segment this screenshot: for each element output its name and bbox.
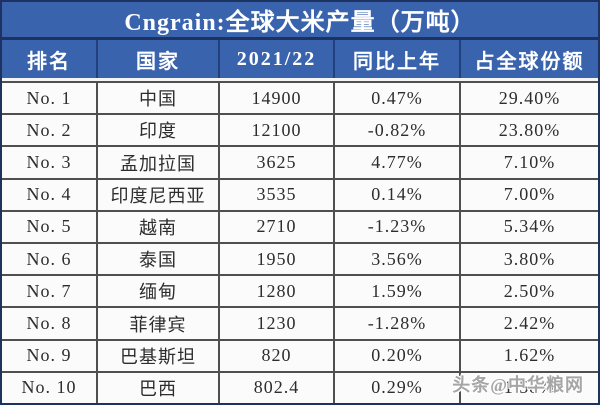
table-row: No. 2 印度 12100 -0.82% 23.80%: [2, 113, 598, 146]
cell-production: 1950: [220, 244, 335, 275]
cell-share: 2.42%: [503, 313, 556, 334]
cell-country: 孟加拉国: [98, 147, 220, 178]
cell-production: 12100: [220, 115, 335, 146]
cell-country: 巴基斯坦: [98, 340, 220, 371]
cell-rank: No. 4: [2, 179, 98, 210]
cell-country: 中国: [98, 83, 220, 114]
cell-production: 1230: [220, 308, 335, 339]
cell-rank: No. 6: [2, 244, 98, 275]
cell-production: 1280: [220, 276, 335, 307]
cell-country: 印度: [98, 115, 220, 146]
column-header-country: 国家: [98, 40, 220, 78]
table-title: Cngrain:全球大米产量（万吨）: [2, 2, 598, 40]
cell-share: 29.40%: [498, 87, 561, 108]
cell-country: 缅甸: [98, 276, 220, 307]
cell-share: 2.50%: [503, 280, 556, 301]
cell-country: 巴西: [98, 372, 220, 404]
table-row: No. 5 越南 2710 -1.23% 5.34%: [2, 209, 598, 243]
cell-yoy: -0.82%: [335, 115, 461, 146]
column-header-rank: 排名: [2, 40, 98, 78]
cell-yoy: 0.14%: [335, 179, 461, 210]
table-row: No. 8 菲律宾 1230 -1.28% 2.42%: [2, 306, 598, 339]
cell-share: 5.34%: [503, 216, 556, 237]
table-header-row: 排名 国家 2021/22 同比上年 占全球份额: [2, 40, 598, 81]
cell-share: 7.10%: [503, 152, 556, 172]
cell-production: 820: [220, 340, 335, 371]
cell-production: 802.4: [220, 372, 335, 404]
cell-production: 3535: [220, 179, 335, 210]
cell-yoy: -1.28%: [335, 308, 461, 339]
table-row: No. 7 缅甸 1280 1.59% 2.50%: [2, 274, 598, 307]
cell-yoy: 1.59%: [335, 276, 461, 307]
cell-yoy: 3.56%: [335, 244, 461, 275]
table-row: No. 9 巴基斯坦 820 0.20% 1.62%: [2, 338, 598, 371]
cell-rank: No. 8: [2, 308, 98, 339]
cell-rank: No. 7: [2, 276, 98, 307]
table-body: No. 1 中国 14900 0.47% 29.40% No. 2 印度 121…: [2, 81, 598, 404]
cell-country: 印度尼西亚: [98, 179, 220, 210]
table-row: No. 10 巴西 802.4 0.29% 1.58%: [2, 370, 598, 404]
cell-rank: No. 3: [2, 147, 98, 178]
table-row: No. 3 孟加拉国 3625 4.77% 7.10%: [2, 145, 598, 178]
cell-share: 3.80%: [503, 248, 556, 269]
cell-production: 14900: [220, 83, 335, 114]
column-header-season: 2021/22: [220, 40, 335, 78]
cell-rank: No. 1: [2, 83, 98, 114]
column-header-yoy: 同比上年: [335, 40, 461, 78]
cell-production: 3625: [220, 147, 335, 178]
table-row: No. 4 印度尼西亚 3535 0.14% 7.00%: [2, 177, 598, 210]
table-row: No. 1 中国 14900 0.47% 29.40%: [2, 81, 598, 114]
cell-share: 7.00%: [503, 184, 556, 205]
column-header-share: 占全球份额: [474, 50, 585, 73]
cell-production: 2710: [220, 211, 335, 243]
cell-yoy: 0.29%: [335, 372, 461, 404]
cell-rank: No. 2: [2, 115, 98, 146]
cell-rank: No. 5: [2, 211, 98, 243]
cell-yoy: 0.20%: [335, 340, 461, 371]
cell-country: 泰国: [98, 244, 220, 275]
cell-share: 1.62%: [503, 345, 556, 366]
cell-country: 越南: [98, 211, 220, 243]
cell-yoy: 4.77%: [335, 147, 461, 178]
cell-rank: No. 9: [2, 340, 98, 371]
table-row: No. 6 泰国 1950 3.56% 3.80%: [2, 242, 598, 275]
cell-country: 菲律宾: [98, 308, 220, 339]
cell-share: 1.58%: [503, 377, 556, 398]
cell-yoy: 0.47%: [335, 83, 461, 114]
cell-share: 23.80%: [498, 119, 561, 140]
cell-yoy: -1.23%: [335, 211, 461, 243]
cell-rank: No. 10: [2, 372, 98, 404]
